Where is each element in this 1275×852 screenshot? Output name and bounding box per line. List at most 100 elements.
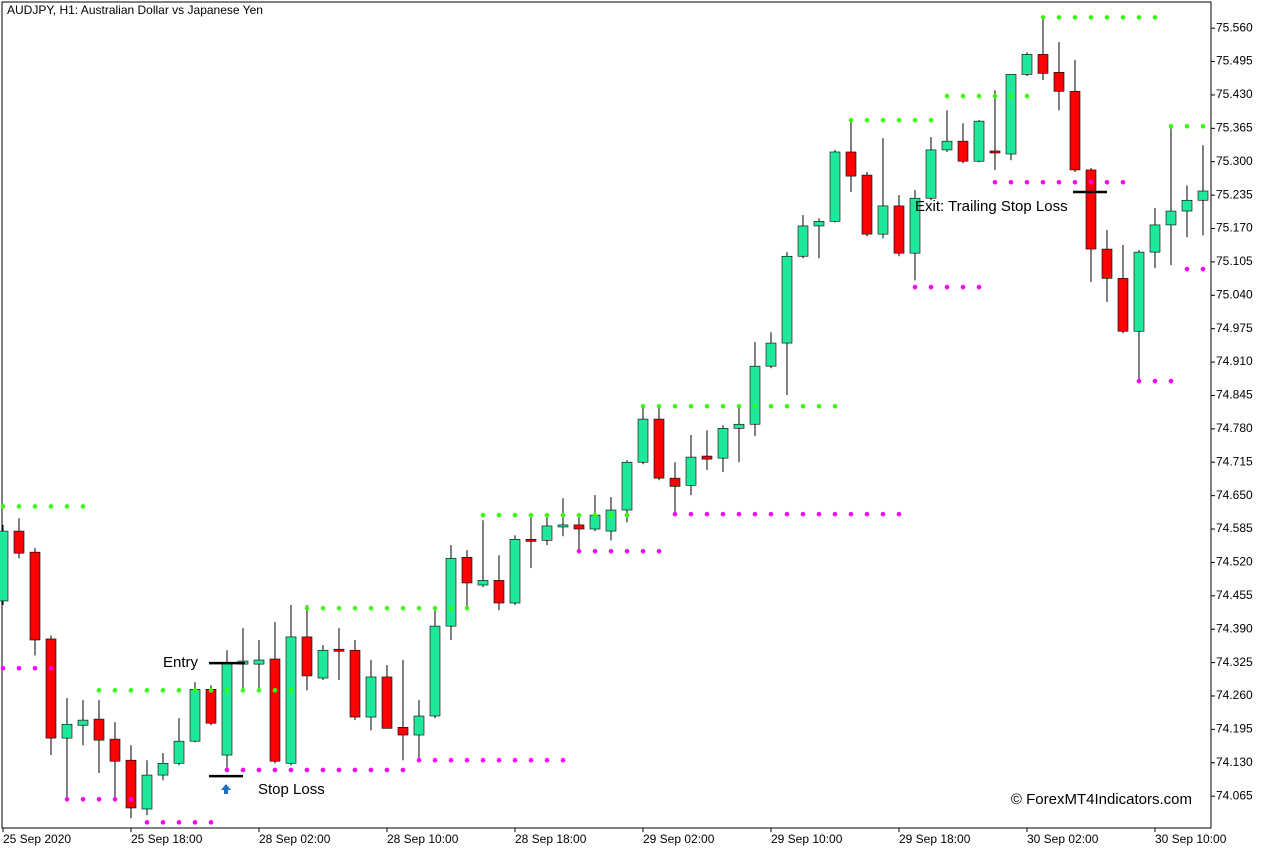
indicator-dot bbox=[576, 512, 582, 518]
candle-body bbox=[1005, 74, 1017, 155]
candle-body bbox=[957, 140, 969, 162]
indicator-dot bbox=[144, 688, 150, 693]
indicator-dot bbox=[672, 511, 678, 517]
x-tick-label: 29 Sep 10:00 bbox=[771, 832, 843, 846]
indicator-dot bbox=[1200, 123, 1206, 129]
candle-body bbox=[653, 418, 665, 479]
candle-body bbox=[93, 718, 105, 741]
indicator-dot bbox=[1120, 179, 1126, 185]
indicator-dot bbox=[432, 757, 438, 763]
candle-body bbox=[221, 662, 233, 756]
indicator-dot bbox=[1088, 179, 1094, 185]
indicator-dot bbox=[1152, 15, 1158, 20]
indicator-dot bbox=[48, 665, 54, 671]
indicator-dot bbox=[992, 179, 998, 185]
candle-body bbox=[61, 723, 73, 739]
indicator-dot bbox=[432, 605, 438, 611]
indicator-dot bbox=[800, 511, 806, 517]
candle-body bbox=[349, 649, 361, 718]
indicator-dot bbox=[1136, 378, 1142, 384]
candle-body bbox=[1197, 190, 1209, 201]
indicator-dot bbox=[160, 688, 166, 693]
annotation-label: Entry bbox=[163, 654, 199, 671]
candle-body bbox=[541, 525, 553, 541]
indicator-dot bbox=[1024, 179, 1030, 185]
indicator-dot bbox=[128, 688, 134, 693]
candle-body bbox=[637, 418, 649, 463]
indicator-dot bbox=[896, 511, 902, 517]
indicator-dot bbox=[112, 796, 118, 802]
indicator-dot bbox=[16, 504, 22, 509]
indicator-dot bbox=[1104, 15, 1110, 20]
indicator-dot bbox=[688, 403, 694, 409]
candle-body bbox=[669, 477, 681, 487]
candle-body bbox=[893, 205, 905, 254]
x-tick-label: 28 Sep 10:00 bbox=[387, 832, 459, 846]
y-tick-label: 74.520 bbox=[1216, 555, 1253, 569]
indicator-dot bbox=[1072, 15, 1078, 20]
indicator-dot bbox=[1184, 123, 1190, 129]
indicator-dot bbox=[32, 504, 38, 509]
indicator-dot bbox=[336, 767, 342, 773]
indicator-dot bbox=[448, 605, 454, 611]
candle-body bbox=[205, 689, 217, 724]
y-tick-label: 74.195 bbox=[1216, 722, 1253, 736]
candle-body bbox=[189, 689, 201, 742]
indicator-dot bbox=[704, 403, 710, 409]
indicator-dot bbox=[1120, 15, 1126, 20]
indicator-dot bbox=[464, 757, 470, 763]
indicator-dot bbox=[912, 284, 918, 290]
indicator-dot bbox=[624, 548, 630, 554]
y-tick-label: 75.300 bbox=[1216, 154, 1253, 168]
indicator-dot bbox=[928, 284, 934, 290]
y-tick-label: 74.845 bbox=[1216, 388, 1253, 402]
indicator-dot bbox=[560, 512, 566, 518]
y-tick-label: 74.780 bbox=[1216, 421, 1253, 435]
indicator-dot bbox=[1056, 179, 1062, 185]
candle-body bbox=[301, 636, 313, 677]
indicator-dot bbox=[768, 511, 774, 517]
candle-body bbox=[493, 580, 505, 604]
indicator-dot bbox=[912, 117, 918, 123]
candle-body bbox=[45, 638, 57, 739]
indicator-dot bbox=[176, 820, 182, 825]
indicator-dot bbox=[1152, 378, 1158, 384]
indicator-dot bbox=[640, 548, 646, 554]
candle-body bbox=[733, 423, 745, 429]
candle-body bbox=[877, 205, 889, 235]
indicator-dot bbox=[208, 820, 214, 825]
indicator-dot bbox=[80, 504, 86, 509]
candle-body bbox=[429, 625, 441, 717]
candle-body bbox=[477, 580, 489, 586]
indicator-dot bbox=[528, 512, 534, 518]
y-tick-label: 74.715 bbox=[1216, 454, 1253, 468]
candle-body bbox=[685, 456, 697, 486]
indicator-dot bbox=[832, 403, 838, 409]
y-tick-label: 75.430 bbox=[1216, 87, 1253, 101]
indicator-dot bbox=[496, 512, 502, 518]
indicator-dot bbox=[976, 284, 982, 290]
indicator-dot bbox=[1072, 179, 1078, 185]
indicator-dot bbox=[720, 403, 726, 409]
candle-body bbox=[621, 461, 633, 511]
indicator-dot bbox=[464, 605, 470, 611]
candle-body bbox=[285, 636, 297, 764]
y-tick-label: 75.560 bbox=[1216, 20, 1253, 34]
y-tick-label: 74.455 bbox=[1216, 588, 1253, 602]
indicator-dot bbox=[704, 511, 710, 517]
candle-body bbox=[253, 659, 265, 665]
candle-body bbox=[573, 524, 585, 530]
candle-body bbox=[909, 197, 921, 254]
candle-body bbox=[1053, 72, 1065, 92]
stop-arrow bbox=[221, 784, 231, 794]
y-tick-label: 74.975 bbox=[1216, 321, 1253, 335]
indicator-dot bbox=[80, 796, 86, 802]
candle-body bbox=[845, 151, 857, 177]
indicator-dot bbox=[896, 117, 902, 123]
candle-body bbox=[1149, 224, 1161, 253]
indicator-dot bbox=[96, 688, 102, 693]
y-tick-label: 74.325 bbox=[1216, 655, 1253, 669]
candle-body bbox=[973, 120, 985, 162]
x-tick-label: 29 Sep 18:00 bbox=[899, 832, 971, 846]
indicator-dot bbox=[832, 511, 838, 517]
